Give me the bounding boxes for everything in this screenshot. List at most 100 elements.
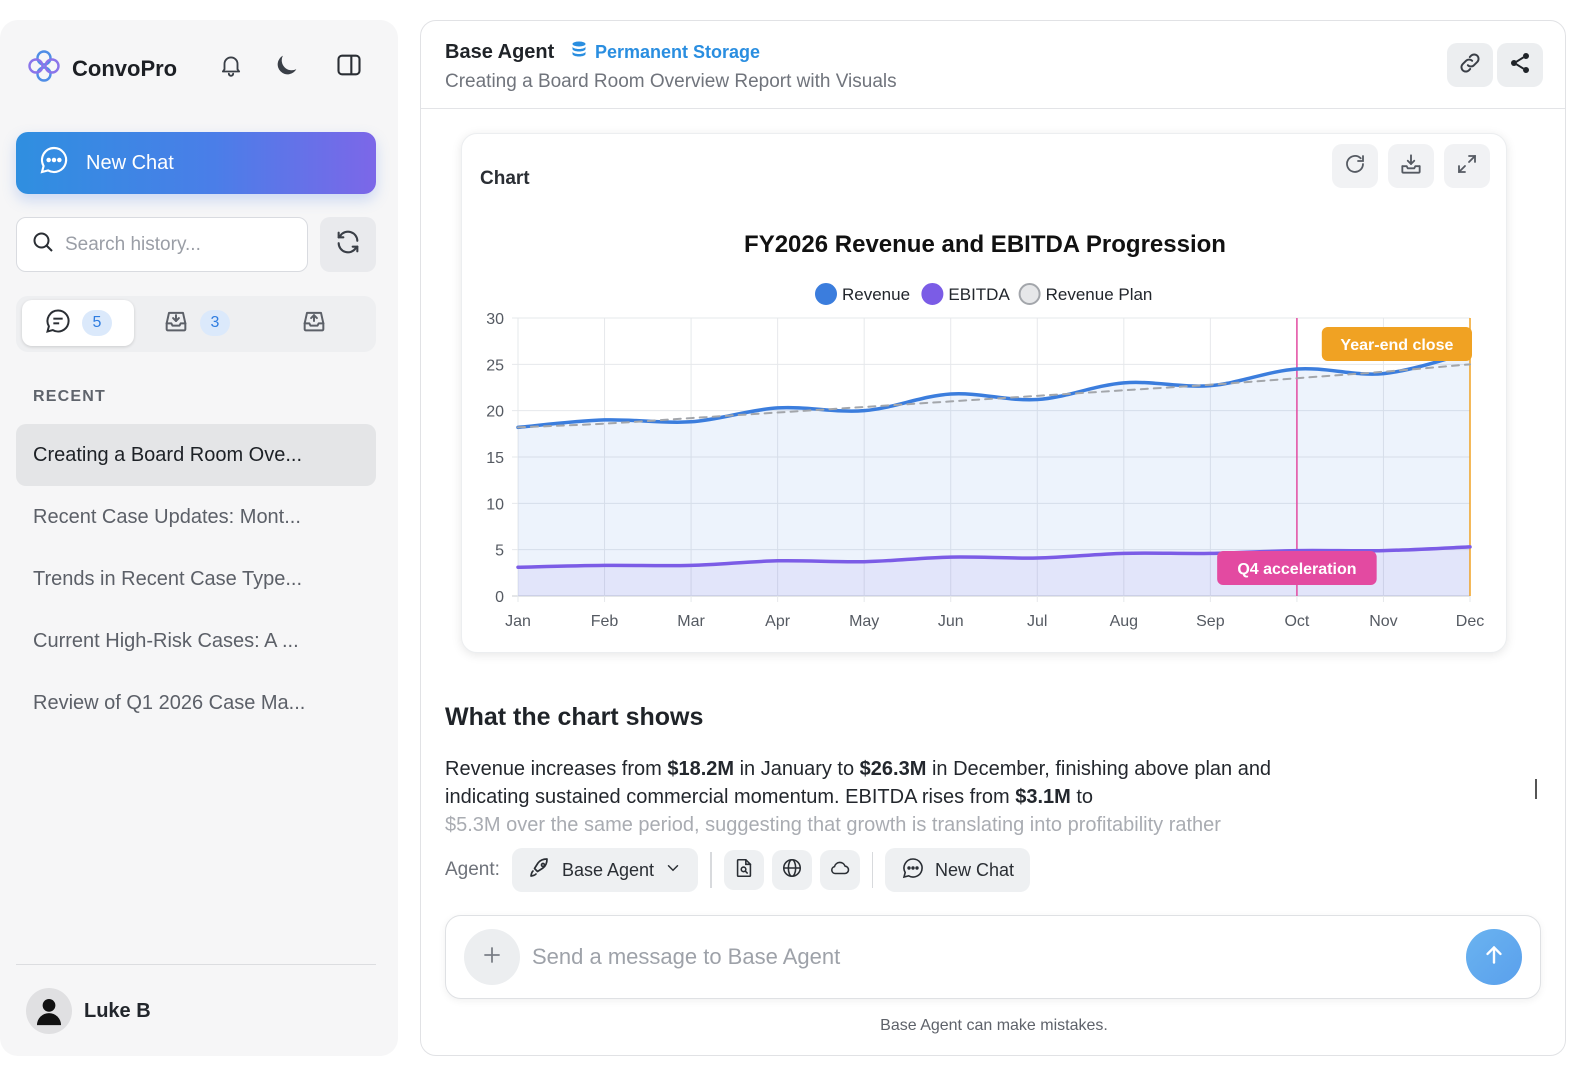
summary-text-faded: $5.3M over the same period, suggesting t…	[445, 814, 1221, 836]
series-line	[516, 350, 1472, 430]
legend-marker	[1018, 283, 1041, 305]
arrow-up-icon	[1481, 942, 1507, 973]
y-tick-label: 5	[495, 543, 504, 560]
x-tick-label: Nov	[1369, 613, 1397, 630]
legend-marker	[815, 283, 837, 305]
y-tick-label: 20	[486, 404, 504, 421]
annotation-label: Q4 acceleration	[1237, 561, 1356, 578]
x-tick-label: Feb	[591, 613, 619, 630]
tab-chats[interactable]: 5	[22, 300, 134, 346]
inbox-download-icon	[162, 307, 190, 340]
agent-selector-label: Base Agent	[561, 859, 655, 880]
brand[interactable]: ConvoPro	[26, 48, 177, 89]
conversation-subtitle: Creating a Board Room Overview Report wi…	[445, 71, 897, 92]
globe-icon	[781, 857, 803, 884]
refresh-icon	[334, 228, 362, 261]
file-search-button[interactable]	[723, 850, 764, 890]
x-tick-label: Mar	[677, 613, 705, 630]
x-tick-label: Sep	[1196, 613, 1225, 630]
chat-icon	[44, 307, 72, 340]
agent-toolbar: Agent: Base Agent	[445, 847, 1031, 893]
x-tick-label: Jan	[505, 613, 531, 630]
refresh-history-button[interactable]	[320, 217, 376, 272]
reload-icon	[1343, 152, 1367, 181]
history-item[interactable]: Current High-Risk Cases: A ...	[33, 629, 299, 652]
new-chat-toolbar-button[interactable]: New Chat	[885, 848, 1031, 892]
cloud-icon	[828, 857, 852, 884]
reload-chart-button[interactable]	[1332, 144, 1378, 188]
legend-label: Revenue Plan	[1046, 285, 1153, 304]
summary-value: $18.2M	[667, 758, 735, 780]
history-item[interactable]: Review of Q1 2026 Case Ma...	[33, 691, 306, 714]
user-profile[interactable]: Luke B	[26, 988, 151, 1034]
disclaimer: Base Agent can make mistakes.	[880, 1017, 1108, 1034]
cloud-button[interactable]	[819, 850, 860, 890]
x-tick-label: May	[849, 613, 879, 630]
saved-count-badge: 3	[200, 310, 230, 336]
agent-label: Agent:	[445, 859, 500, 880]
moon-icon[interactable]	[270, 48, 304, 82]
search-box	[16, 217, 308, 272]
history-item[interactable]: Recent Case Updates: Mont...	[33, 505, 301, 528]
brand-name: ConvoPro	[72, 55, 178, 81]
chart-canvas: 0 5 10 15 20 25 30 Jan Feb Mar Apr May Jun Jul Aug Sep O…	[486, 231, 1484, 630]
main-panel: Base Agent Permanent Storage Creating a …	[420, 20, 1566, 1056]
y-tick-label: 30	[486, 311, 504, 328]
legend-label: EBITDA	[948, 285, 1010, 304]
new-chat-toolbar-label: New Chat	[935, 859, 1015, 880]
legend-marker	[921, 283, 944, 305]
tab-saved[interactable]: 3	[140, 300, 252, 346]
search-input[interactable]	[65, 233, 295, 256]
expand-chart-button[interactable]	[1444, 144, 1490, 188]
avatar	[26, 988, 72, 1034]
send-button[interactable]	[1466, 929, 1522, 985]
copy-link-button[interactable]	[1447, 43, 1493, 87]
plus-icon	[480, 943, 504, 972]
storage-label: Permanent Storage	[595, 42, 761, 62]
logo-icon	[26, 48, 62, 89]
sidebar: ConvoPro New Chat	[0, 20, 398, 1056]
card-title: Chart	[480, 168, 530, 189]
storage-indicator: Permanent Storage	[571, 41, 760, 64]
summary-text: in December, finishing above plan and in…	[445, 758, 1272, 808]
summary-text: Revenue increases from	[445, 758, 668, 780]
summary-value: $3.1M	[1015, 786, 1071, 808]
x-tick-label: Apr	[765, 613, 791, 630]
bell-icon[interactable]	[214, 48, 248, 82]
inbox-upload-icon	[300, 307, 328, 340]
sidebar-divider	[16, 964, 376, 965]
chat-bubble-icon	[38, 144, 70, 182]
new-chat-button[interactable]: New Chat	[16, 132, 376, 194]
x-tick-label: Oct	[1284, 613, 1309, 630]
expand-icon	[1455, 152, 1479, 181]
chats-count-badge: 5	[82, 310, 112, 336]
recent-section-label: RECENT	[33, 388, 106, 405]
summary-paragraph: Revenue increases from $18.2M in January…	[445, 755, 1275, 839]
summary-text: in January to	[734, 758, 860, 780]
history-item[interactable]: Trends in Recent Case Type...	[33, 567, 303, 590]
database-icon	[571, 41, 587, 64]
series-line	[516, 545, 1472, 570]
summary-value: $26.3M	[859, 758, 927, 780]
summary-heading: What the chart shows	[445, 703, 704, 731]
x-tick-label: Jun	[938, 613, 964, 630]
attach-button[interactable]	[464, 929, 520, 985]
tab-shared[interactable]	[258, 300, 370, 346]
annotation-label: Year-end close	[1340, 337, 1453, 354]
chat-header: Base Agent Permanent Storage Creating a …	[421, 21, 1565, 109]
text-cursor	[1535, 779, 1537, 799]
sidebar-toggle-icon[interactable]	[332, 48, 366, 82]
web-search-button[interactable]	[771, 850, 812, 890]
message-input[interactable]	[532, 938, 1432, 976]
history-tabs: 5 3	[16, 296, 376, 352]
download-chart-button[interactable]	[1388, 144, 1434, 188]
agent-selector[interactable]: Base Agent	[511, 848, 699, 892]
legend-label: Revenue	[842, 285, 910, 304]
share-button[interactable]	[1497, 43, 1543, 87]
x-tick-label: Jul	[1027, 613, 1047, 630]
summary-text: to	[1070, 786, 1094, 808]
agent-title: Base Agent	[445, 41, 555, 63]
y-tick-label: 25	[486, 357, 504, 374]
history-item[interactable]: Creating a Board Room Ove...	[16, 424, 376, 486]
